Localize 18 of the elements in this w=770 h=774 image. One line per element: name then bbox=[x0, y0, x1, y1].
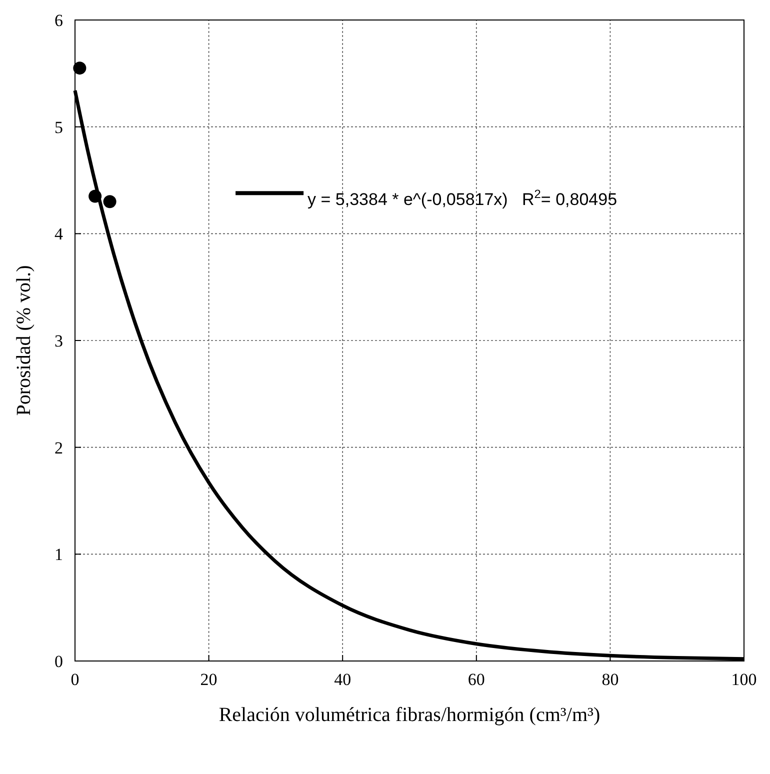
x-tick-label: 20 bbox=[200, 670, 218, 689]
x-tick-label: 60 bbox=[468, 670, 485, 689]
x-axis-title: Relación volumétrica fibras/hormigón (cm³/m³) bbox=[218, 704, 600, 726]
x-tick-label: 80 bbox=[602, 670, 619, 689]
y-tick-label: 0 bbox=[54, 652, 63, 671]
y-tick-label: 5 bbox=[54, 118, 63, 137]
x-tick-label: 0 bbox=[70, 670, 80, 689]
y-tick-label: 3 bbox=[54, 331, 63, 350]
x-tick-label: 100 bbox=[731, 670, 757, 689]
point bbox=[73, 62, 86, 75]
y-axis-title: Porosidad (% vol.) bbox=[13, 265, 35, 416]
x-tick-label: 40 bbox=[334, 670, 352, 689]
y-tick-label: 6 bbox=[54, 10, 63, 30]
legend-label: y = 5,3384 * e^(-0,05817x) R$^{2}$= 0,80495 bbox=[308, 187, 618, 210]
y-tick-label: 4 bbox=[54, 224, 64, 244]
y-tick-label: 2 bbox=[54, 438, 63, 458]
point bbox=[103, 195, 116, 208]
y-tick-label: 1 bbox=[54, 545, 63, 564]
